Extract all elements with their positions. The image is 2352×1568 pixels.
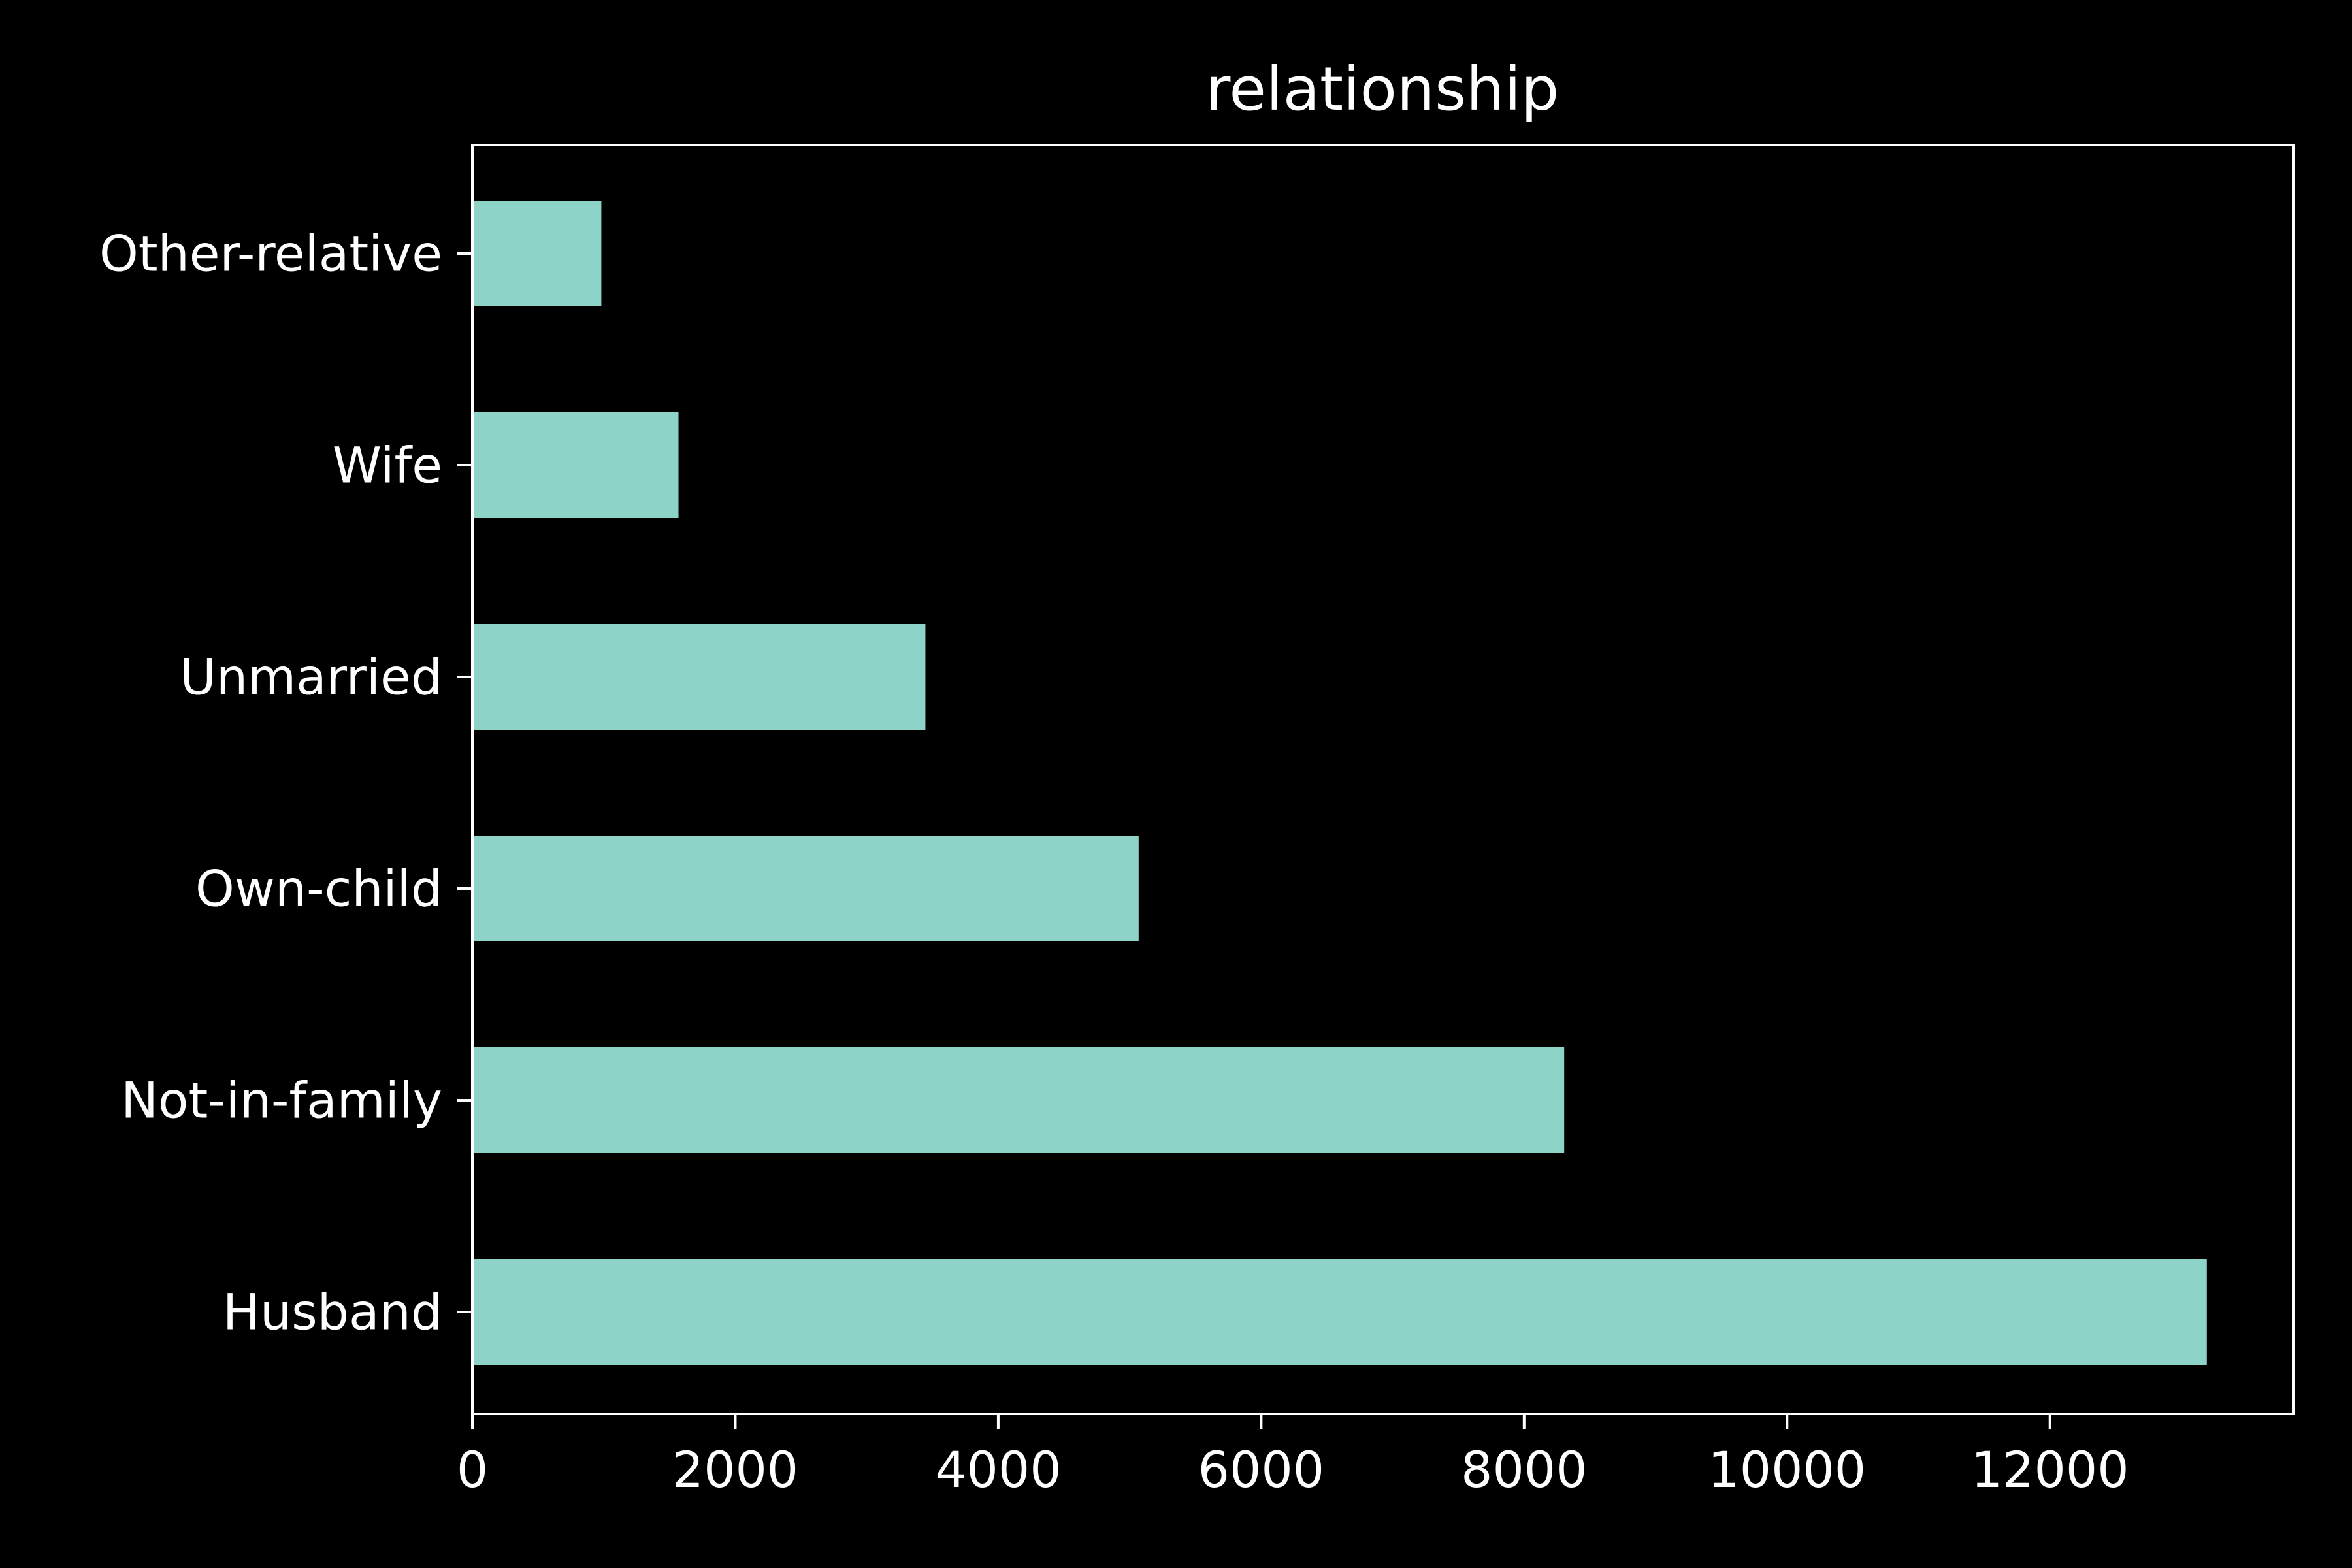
- x-tick-label-8000: 8000: [1461, 1441, 1587, 1499]
- bar-unmarried: [472, 624, 926, 730]
- y-tick-label-unmarried: Unmarried: [180, 648, 442, 706]
- x-tick-label-12000: 12000: [1971, 1441, 2129, 1499]
- y-tick-label-not-in-family: Not-in-family: [121, 1071, 442, 1130]
- x-axis-ticks: 0 2000 4000 6000 8000 10000 12000: [457, 1414, 2129, 1499]
- bars-group: [472, 201, 2207, 1365]
- y-tick-label-wife: Wife: [333, 436, 442, 495]
- bar-own-child: [472, 836, 1139, 941]
- bar-wife: [472, 412, 679, 518]
- y-tick-label-own-child: Own-child: [195, 860, 442, 918]
- axes-frame: [471, 144, 2295, 1415]
- x-tick-label-6000: 6000: [1198, 1441, 1324, 1499]
- y-tick-label-other-relative: Other-relative: [99, 225, 442, 283]
- bar-husband: [472, 1259, 2207, 1365]
- chart-title: relationship: [1206, 54, 1560, 124]
- y-axis-ticks: Husband Not-in-family Own-child Unmarried Wi…: [99, 225, 472, 1341]
- y-tick-label-husband: Husband: [223, 1283, 442, 1341]
- x-tick-label-10000: 10000: [1708, 1441, 1866, 1499]
- x-tick-label-4000: 4000: [935, 1441, 1061, 1499]
- bar-not-in-family: [472, 1047, 1565, 1153]
- x-tick-label-2000: 2000: [672, 1441, 798, 1499]
- x-tick-label-0: 0: [457, 1441, 488, 1499]
- bar-other-relative: [472, 201, 602, 306]
